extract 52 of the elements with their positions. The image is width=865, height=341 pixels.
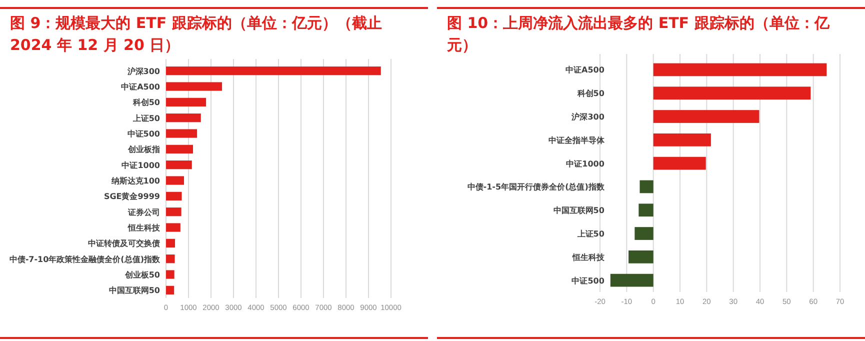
y-tick-label: 恒生科技	[127, 224, 161, 232]
bar	[166, 286, 174, 294]
bar	[166, 66, 381, 76]
y-tick-label: 中证A500	[121, 82, 160, 92]
bar	[166, 98, 206, 106]
bar	[653, 156, 706, 170]
bar	[653, 110, 760, 123]
y-tick-label: 创业板50	[124, 270, 160, 280]
bar	[610, 274, 654, 287]
y-tick-label: 创业板指	[127, 145, 160, 154]
bar	[653, 133, 711, 146]
bar	[166, 160, 192, 170]
bar	[653, 63, 827, 76]
y-tick-label: 沪深300	[570, 112, 605, 122]
bar	[166, 270, 174, 279]
bar	[166, 144, 193, 154]
bar	[166, 208, 182, 216]
y-tick-label: 中债-1-5年国开行债券全价(总值)指数	[467, 182, 606, 192]
chart-title: 图 9：规模最大的 ETF 跟踪标的（单位：亿元）（截止 2024 年 12 月 20 日）	[10, 13, 383, 56]
y-tick-label: 中证转债及可交换债	[88, 238, 160, 248]
y-tick-label: 中证500	[572, 276, 605, 286]
bar	[653, 86, 811, 100]
y-tick-label: 中国互联网50	[108, 286, 160, 296]
y-tick-label: 中证A500	[566, 66, 605, 75]
y-tick-label: 中证1000	[566, 159, 605, 168]
y-tick-label: 证券公司	[127, 208, 160, 217]
y-tick-label: 上证50	[132, 114, 160, 123]
y-tick-label: 沪深300	[126, 66, 160, 76]
bar	[638, 204, 654, 217]
y-tick-label: 科创50	[576, 89, 605, 98]
bar	[634, 227, 654, 240]
bar	[166, 238, 175, 248]
bar	[166, 176, 184, 185]
y-tick-label: 中证1000	[122, 160, 160, 170]
y-tick-label: 科创50	[132, 98, 160, 108]
bar	[640, 180, 654, 194]
bar	[166, 223, 180, 232]
y-tick-label: 中债-7-10年政策性金融债全价(总值)指数	[9, 254, 161, 264]
bar	[166, 254, 175, 264]
bar	[166, 82, 222, 91]
y-tick-label: 中证500	[127, 130, 160, 138]
y-tick-label: 中证全指半导体	[548, 136, 606, 145]
bar	[166, 114, 201, 122]
y-tick-label: 纳斯达克100	[110, 176, 160, 186]
y-tick-label: 恒生科技	[571, 252, 606, 262]
y-tick-label: SGE黄金9999	[104, 192, 160, 202]
y-tick-label: 上证50	[576, 230, 605, 238]
bar	[628, 250, 654, 264]
y-tick-label: 中国互联网50	[553, 206, 605, 216]
bar	[166, 192, 182, 200]
bar	[166, 129, 198, 138]
chart-title: 图 10：上周净流入流出最多的 ETF 跟踪标的（单位：亿元）	[447, 13, 830, 56]
